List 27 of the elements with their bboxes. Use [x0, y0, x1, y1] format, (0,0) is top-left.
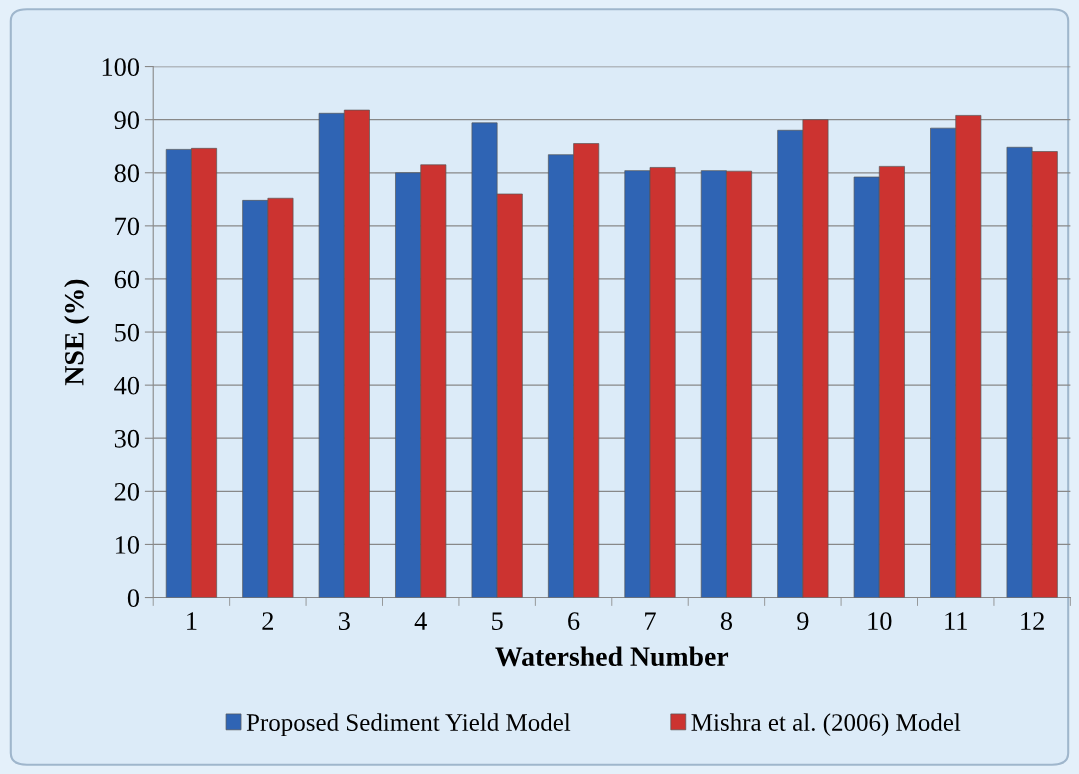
legend-label: Proposed Sediment Yield Model: [246, 713, 571, 737]
y-tick-label: 80: [114, 164, 140, 183]
x-tick-label: 10: [868, 612, 892, 630]
x-tick-label: 7: [645, 612, 656, 630]
y-axis-title: NSE (%): [64, 279, 90, 386]
x-tick-label: 1: [187, 612, 197, 630]
x-tick-label: 12: [1021, 612, 1044, 630]
x-tick-label: 6: [568, 612, 580, 630]
y-tick-label: 10: [115, 536, 140, 554]
x-tick-label: 11: [945, 612, 967, 630]
y-tick-label: 20: [114, 482, 140, 501]
y-tick-label: 0: [127, 589, 140, 607]
y-tick-label: 30: [114, 429, 140, 448]
x-tick-label: 8: [720, 612, 733, 630]
x-tick-label: 9: [797, 612, 809, 630]
y-tick-label: 90: [114, 111, 140, 130]
y-tick-label: 50: [115, 323, 140, 342]
y-tick-label: 60: [114, 270, 140, 289]
x-tick-label: 2: [262, 612, 273, 630]
y-tick-label: 40: [114, 376, 140, 395]
x-tick-label: 4: [414, 612, 427, 630]
y-tick-label: 100: [102, 58, 140, 76]
x-tick-label: 5: [492, 612, 503, 630]
x-axis-title: Watershed Number: [495, 646, 729, 667]
x-tick-label: 3: [338, 612, 350, 630]
y-tick-label: 70: [115, 217, 140, 236]
legend-label: Mishra et al. (2006) Model: [691, 713, 961, 737]
